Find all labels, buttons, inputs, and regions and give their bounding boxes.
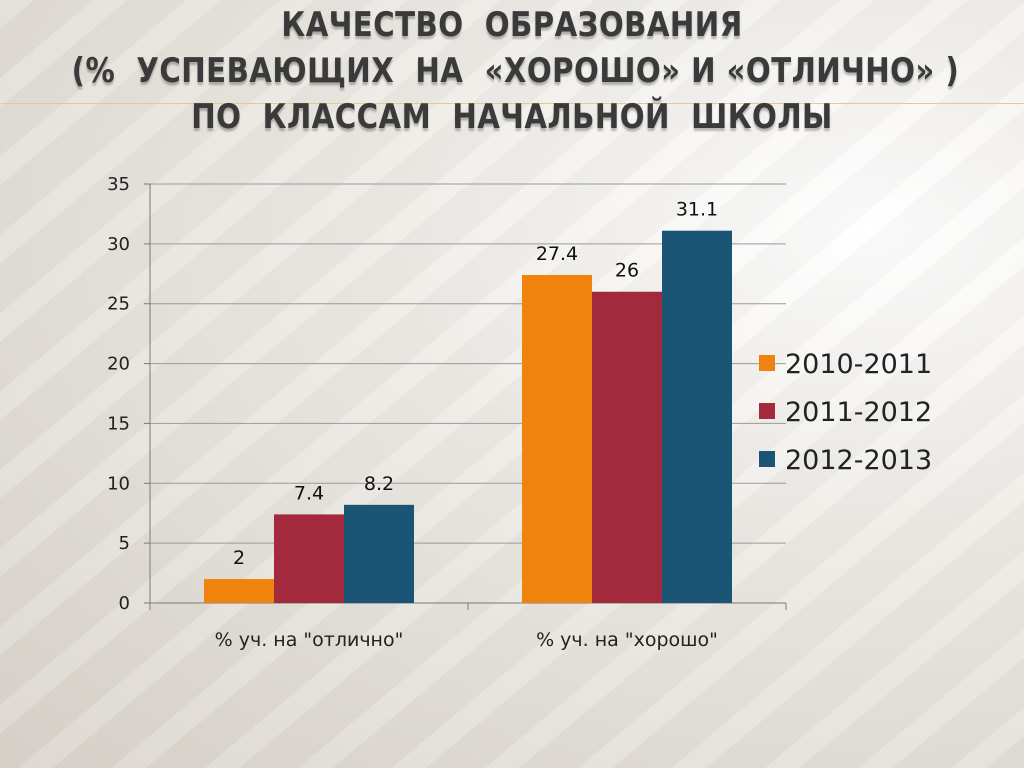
title-line-1: КАЧЕСТВО ОБРАЗОВАНИЯ [281, 5, 743, 45]
title-line-3: ПО КЛАССАМ НАЧАЛЬНОЙ ШКОЛЫ [191, 97, 833, 137]
y-tick-label: 0 [119, 593, 130, 614]
legend-swatch [759, 355, 775, 371]
category-label: % уч. на "отлично" [215, 629, 404, 651]
title-line-2: (% УСПЕВАЮЩИХ НА «ХОРОШО» И «ОТЛИЧНО» ) [71, 51, 960, 91]
data-label: 2 [233, 547, 245, 569]
data-label: 8.2 [364, 473, 394, 495]
legend-swatch [759, 403, 775, 419]
bars [204, 230, 732, 603]
bar [204, 579, 274, 603]
data-label: 26 [615, 260, 639, 282]
y-tick-label: 5 [119, 533, 130, 554]
legend-label: 2012-2013 [785, 445, 932, 476]
bar [662, 230, 732, 603]
y-tick-label: 10 [107, 473, 130, 494]
legend-label: 2011-2012 [785, 397, 932, 428]
data-label: 31.1 [676, 199, 718, 221]
y-tick-label: 15 [107, 413, 130, 434]
title-underline [0, 103, 1024, 104]
bar [592, 291, 662, 603]
y-tick-label: 20 [107, 354, 130, 375]
bar [274, 514, 344, 603]
legend-swatch [759, 451, 775, 467]
bar [522, 274, 592, 603]
y-tick-label: 30 [107, 234, 130, 255]
data-label: 7.4 [294, 482, 324, 504]
data-label: 27.4 [536, 243, 578, 265]
bar [344, 504, 414, 603]
category-label: % уч. на "хорошо" [536, 629, 718, 651]
y-tick-label: 35 [107, 174, 130, 195]
y-tick-label: 25 [107, 294, 130, 315]
legend: 2010-2011 2011-2012 2012-2013 [759, 349, 932, 476]
slide-title: КАЧЕСТВО ОБРАЗОВАНИЯ (% УСПЕВАЮЩИХ НА «Х… [71, 2, 960, 140]
legend-label: 2010-2011 [785, 349, 932, 380]
